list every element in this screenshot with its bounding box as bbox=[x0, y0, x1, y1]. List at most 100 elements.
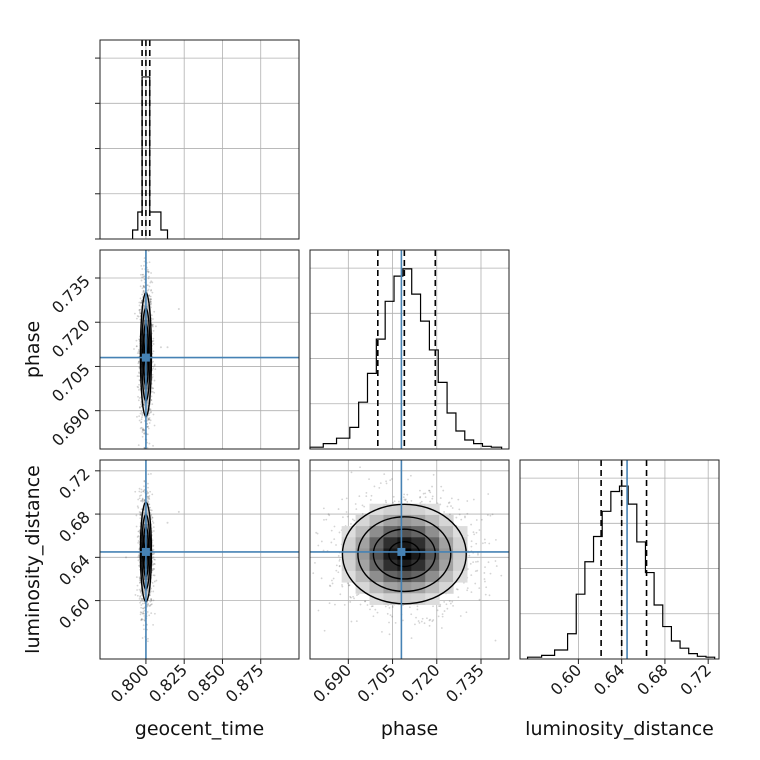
y-tick-label: 0.735 bbox=[48, 271, 94, 317]
sample-point bbox=[151, 373, 154, 376]
sample-point bbox=[143, 432, 146, 435]
density-cell bbox=[383, 514, 398, 527]
density-cell bbox=[453, 559, 468, 572]
sample-point bbox=[484, 580, 486, 583]
sample-point bbox=[133, 348, 135, 350]
sample-point bbox=[148, 498, 151, 501]
sample-point bbox=[151, 387, 154, 390]
sample-point bbox=[151, 324, 153, 327]
sample-point bbox=[364, 600, 366, 603]
x-axis-label-geocent_time: geocent_time bbox=[135, 718, 264, 740]
sample-point bbox=[450, 505, 452, 507]
sample-point bbox=[151, 569, 154, 572]
sample-point bbox=[389, 479, 392, 482]
sample-point bbox=[151, 403, 154, 405]
density-cell bbox=[439, 559, 454, 572]
sample-point bbox=[483, 538, 486, 541]
sample-point bbox=[140, 513, 142, 516]
sample-point bbox=[338, 531, 341, 534]
contour-level-3 bbox=[372, 528, 436, 580]
density-cell bbox=[369, 526, 384, 538]
sample-point bbox=[332, 577, 335, 580]
sample-point bbox=[143, 615, 146, 617]
sample-point bbox=[137, 444, 140, 447]
sample-point bbox=[139, 500, 142, 502]
sample-point bbox=[419, 501, 422, 504]
sample-point bbox=[154, 368, 157, 371]
density-cell bbox=[141, 579, 145, 592]
density-cell bbox=[369, 548, 384, 561]
sample-point bbox=[431, 495, 434, 498]
sample-point bbox=[153, 379, 156, 382]
sample-point bbox=[140, 403, 142, 406]
density-cell bbox=[355, 514, 371, 527]
sample-point bbox=[141, 500, 144, 503]
sample-point bbox=[391, 615, 393, 618]
sample-point bbox=[144, 455, 146, 457]
sample-point bbox=[142, 490, 145, 493]
sample-point bbox=[142, 290, 145, 293]
sample-point bbox=[369, 499, 372, 501]
sample-point bbox=[139, 302, 142, 304]
sample-point bbox=[138, 487, 141, 490]
sample-point bbox=[138, 576, 141, 579]
sample-point bbox=[149, 298, 152, 301]
sample-point bbox=[393, 500, 396, 503]
sample-point bbox=[409, 474, 412, 477]
sample-point bbox=[152, 545, 154, 548]
sample-point bbox=[138, 383, 140, 386]
sample-point bbox=[401, 619, 404, 622]
sample-point bbox=[149, 490, 152, 493]
sample-point bbox=[439, 603, 442, 606]
sample-point bbox=[140, 618, 143, 620]
sample-point bbox=[139, 285, 142, 288]
density-cell bbox=[397, 582, 412, 594]
sample-point bbox=[150, 603, 152, 606]
sample-point bbox=[137, 498, 140, 501]
sample-point bbox=[478, 587, 481, 589]
sample-point bbox=[148, 295, 151, 298]
sample-point bbox=[151, 552, 154, 555]
histogram-panel-phase bbox=[309, 249, 510, 450]
sample-point bbox=[150, 598, 153, 600]
sample-point bbox=[142, 285, 145, 287]
sample-point bbox=[147, 270, 150, 273]
sample-point bbox=[139, 511, 142, 514]
sample-point bbox=[350, 523, 352, 525]
sample-point bbox=[138, 301, 141, 304]
density-cell bbox=[141, 305, 145, 321]
sample-point bbox=[350, 596, 352, 599]
x-tick-label: 0.720 bbox=[398, 660, 444, 706]
sample-point bbox=[333, 525, 336, 528]
outlier-point bbox=[125, 556, 128, 559]
sample-point bbox=[138, 495, 141, 497]
density-cell bbox=[397, 526, 412, 538]
sample-point bbox=[152, 526, 155, 529]
sample-point bbox=[139, 514, 142, 517]
y-tick-label: 0.72 bbox=[55, 464, 94, 503]
sample-point bbox=[152, 623, 155, 626]
sample-point bbox=[403, 493, 406, 496]
outlier-point bbox=[177, 307, 180, 310]
sample-point bbox=[141, 599, 144, 602]
density-cell bbox=[355, 526, 371, 538]
sample-point bbox=[402, 496, 405, 499]
sample-point bbox=[138, 564, 140, 567]
sample-point bbox=[372, 615, 375, 618]
y-tick-label: 0.720 bbox=[48, 316, 94, 362]
sample-point bbox=[369, 608, 371, 611]
sample-point bbox=[476, 569, 479, 572]
x-tick-label: 0.68 bbox=[633, 660, 672, 699]
sample-point bbox=[139, 310, 141, 313]
sample-point bbox=[143, 286, 145, 288]
density-cell bbox=[439, 582, 454, 594]
sample-point bbox=[143, 278, 146, 281]
sample-point bbox=[140, 618, 143, 621]
sample-point bbox=[450, 497, 453, 500]
sample-point bbox=[136, 315, 139, 317]
sample-point bbox=[141, 454, 143, 456]
sample-point bbox=[142, 291, 145, 294]
truth-marker bbox=[141, 353, 150, 362]
sample-point bbox=[151, 493, 154, 496]
sample-point bbox=[147, 427, 150, 430]
